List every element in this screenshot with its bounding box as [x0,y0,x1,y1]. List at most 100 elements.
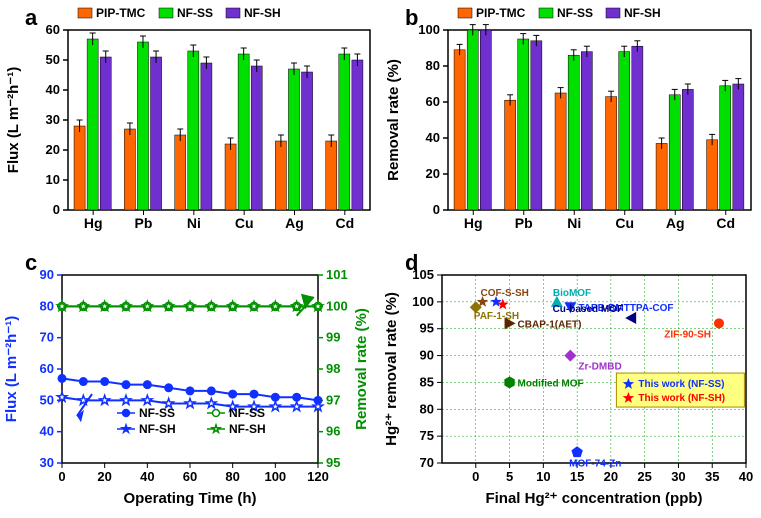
panel-c-label: c [25,250,37,276]
svg-text:20: 20 [46,142,60,157]
svg-text:97: 97 [326,392,340,407]
svg-text:30: 30 [46,112,60,127]
bar [505,100,516,210]
svg-text:Ag: Ag [285,215,304,231]
bar [238,54,249,210]
chart-a-svg: 0102030405060Flux (L m⁻²h⁻¹)HgPbNiCuAgCd… [0,0,380,250]
svg-text:NF-SH: NF-SH [139,422,176,436]
bar [606,97,617,210]
bar [707,140,718,210]
svg-text:95: 95 [420,321,434,336]
svg-text:Hg: Hg [464,215,483,231]
svg-text:90: 90 [40,267,54,282]
svg-text:30: 30 [40,455,54,470]
svg-text:Removal rate (%): Removal rate (%) [353,308,370,430]
svg-text:20: 20 [426,166,440,181]
svg-text:50: 50 [46,52,60,67]
svg-text:MOF-74-Zn: MOF-74-Zn [569,458,621,469]
bar [87,39,98,210]
svg-text:60: 60 [183,469,197,484]
svg-text:Hg²⁺ removal rate (%): Hg²⁺ removal rate (%) [383,292,400,446]
panel-b: b 020406080100Removal rate (%)HgPbNiCuAg… [380,0,761,250]
svg-text:80: 80 [420,401,434,416]
svg-text:Cu: Cu [615,215,634,231]
svg-text:Removal rate (%): Removal rate (%) [385,59,402,181]
bar [151,57,162,210]
svg-text:NF-SS: NF-SS [557,6,593,20]
svg-text:COF-S-SH: COF-S-SH [481,288,529,299]
svg-text:30: 30 [671,469,685,484]
svg-text:95: 95 [326,455,340,470]
bar [518,39,529,210]
bar [339,54,350,210]
chart-c-svg: 3040506070809095969798991001010204060801… [0,250,380,513]
svg-text:40: 40 [140,469,154,484]
bar [201,63,212,210]
bar [720,86,731,210]
panel-d-label: d [405,250,418,276]
svg-text:40: 40 [426,130,440,145]
svg-text:100: 100 [412,294,434,309]
bar [352,60,363,210]
svg-text:CBAP-1(AET): CBAP-1(AET) [518,319,582,330]
svg-text:This work (NF-SS): This work (NF-SS) [638,379,724,390]
bar [74,126,85,210]
svg-text:101: 101 [326,267,348,282]
svg-text:Cd: Cd [335,215,354,231]
svg-text:NF-SS: NF-SS [229,406,265,420]
bar [619,52,630,210]
bar [454,50,465,210]
svg-text:96: 96 [326,424,340,439]
svg-text:PIP-TMC: PIP-TMC [476,6,526,20]
svg-text:80: 80 [40,298,54,313]
bar [555,93,566,210]
svg-text:80: 80 [426,58,440,73]
bar [275,141,286,210]
bar [302,72,313,210]
svg-text:Zr-DMBD: Zr-DMBD [578,362,621,373]
panel-a-label: a [25,5,37,31]
bar [656,143,667,210]
svg-text:10: 10 [46,172,60,187]
svg-text:20: 20 [604,469,618,484]
svg-text:80: 80 [225,469,239,484]
panel-d: d 0510152025303540707580859095100105Fina… [380,250,761,513]
svg-text:100: 100 [326,298,348,313]
svg-text:Operating Time (h): Operating Time (h) [123,490,256,507]
svg-text:BioMOF: BioMOF [553,288,591,299]
svg-text:Cu-based MOF: Cu-based MOF [553,304,624,315]
svg-text:40: 40 [40,424,54,439]
svg-text:20: 20 [97,469,111,484]
svg-text:100: 100 [418,22,440,37]
svg-text:120: 120 [307,469,329,484]
svg-text:40: 40 [46,82,60,97]
svg-text:ZIF-90-SH: ZIF-90-SH [664,329,711,340]
bar [175,135,186,210]
svg-text:NF-SH: NF-SH [229,422,266,436]
bar [137,42,148,210]
svg-text:NF-SS: NF-SS [139,406,175,420]
svg-text:Modified MOF: Modified MOF [518,378,584,389]
svg-text:98: 98 [326,361,340,376]
bar [100,57,111,210]
svg-text:Ni: Ni [187,215,201,231]
bar [288,69,299,210]
bar [251,66,262,210]
bar [326,141,337,210]
chart-d-svg: 0510152025303540707580859095100105Final … [380,250,761,513]
svg-text:NF-SS: NF-SS [177,6,213,20]
bar [669,95,680,210]
svg-text:35: 35 [705,469,719,484]
bar [225,144,236,210]
svg-text:60: 60 [46,22,60,37]
svg-text:NF-SH: NF-SH [244,6,281,20]
svg-text:0: 0 [58,469,65,484]
svg-text:Cd: Cd [716,215,735,231]
svg-text:Flux (L m⁻²h⁻¹): Flux (L m⁻²h⁻¹) [5,67,22,173]
svg-text:90: 90 [420,348,434,363]
svg-text:Pb: Pb [515,215,533,231]
svg-text:PIP-TMC: PIP-TMC [96,6,146,20]
svg-text:60: 60 [40,361,54,376]
bar [467,30,478,210]
panel-c: c 30405060708090959697989910010102040608… [0,250,380,513]
